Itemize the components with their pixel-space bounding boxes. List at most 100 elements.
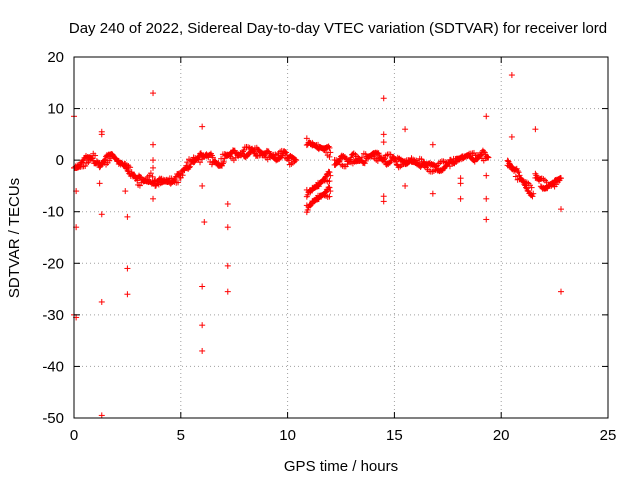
data-point	[529, 193, 536, 200]
outlier-point	[150, 141, 157, 148]
outlier-point	[150, 157, 157, 164]
data-point	[327, 149, 334, 156]
outlier-point	[429, 141, 436, 148]
data-point	[186, 163, 193, 170]
data-point	[262, 151, 269, 158]
data-point	[304, 206, 311, 213]
data-point	[102, 156, 109, 163]
data-point	[543, 179, 550, 186]
outlier-point	[380, 131, 387, 138]
outlier-point	[98, 298, 105, 305]
outlier-point	[402, 126, 409, 133]
y-tick-label: 0	[56, 152, 64, 169]
x-tick-label: 0	[70, 427, 78, 444]
outlier-point	[483, 172, 490, 179]
data-point	[186, 164, 193, 171]
data-point	[147, 170, 154, 177]
outlier-point	[199, 182, 206, 189]
data-point	[322, 174, 329, 181]
data-point	[512, 173, 519, 180]
data-point	[293, 157, 300, 164]
data-point	[195, 154, 202, 161]
outlier-point	[429, 190, 436, 197]
outlier-point	[150, 164, 157, 171]
y-axis-label: SDTVAR / TECUs	[6, 178, 23, 298]
x-tick-label: 10	[279, 427, 296, 444]
outlier-point	[224, 288, 231, 295]
data-point	[336, 157, 343, 164]
outlier-point	[457, 180, 464, 187]
data-point	[285, 157, 292, 164]
outlier-point	[199, 283, 206, 290]
outlier-point	[98, 128, 105, 135]
y-tick-label: -20	[42, 255, 64, 272]
outlier-point	[532, 126, 539, 133]
data-point	[375, 150, 382, 157]
data-point	[558, 175, 565, 182]
outlier-point	[124, 291, 131, 298]
y-tick-label: -50	[42, 410, 64, 427]
data-point	[292, 156, 299, 163]
x-tick-label: 25	[600, 427, 617, 444]
outlier-point	[124, 213, 131, 220]
outlier-point	[199, 123, 206, 130]
x-tick-label: 5	[177, 427, 185, 444]
outlier-point	[98, 211, 105, 218]
outlier-point	[380, 95, 387, 102]
outlier-point	[457, 175, 464, 182]
data-point	[477, 152, 484, 159]
y-tick-label: -10	[42, 204, 64, 221]
grid	[74, 57, 608, 418]
data-point	[326, 144, 333, 151]
x-tick-label: 15	[386, 427, 403, 444]
x-tick-label: 20	[493, 427, 510, 444]
data-point	[326, 169, 333, 176]
data-point	[283, 149, 290, 156]
y-tick-label: -40	[42, 358, 64, 375]
axis-ticks	[73, 56, 609, 419]
outlier-point	[508, 72, 515, 79]
outlier-point	[558, 288, 565, 295]
data-point	[381, 155, 388, 162]
outlier-point	[96, 180, 103, 187]
outlier-point	[150, 195, 157, 202]
outlier-point	[201, 219, 208, 226]
y-tick-label: 10	[47, 101, 64, 118]
outlier-point	[150, 90, 157, 97]
outlier-point	[224, 200, 231, 207]
data-point	[514, 167, 521, 174]
data-point	[392, 158, 399, 165]
x-axis-label: GPS time / hours	[284, 458, 398, 475]
data-point	[326, 153, 333, 160]
data-point	[481, 149, 488, 156]
data-point	[304, 191, 311, 198]
data-point	[240, 147, 247, 154]
data-point	[327, 188, 334, 195]
data-point	[134, 177, 141, 184]
outlier-point	[224, 224, 231, 231]
data-point	[303, 135, 310, 142]
tick-labels: 0 5 10 15 20 25 -50 -40 -30 -20 -10 0 10 20	[42, 49, 616, 444]
data-point	[515, 169, 522, 176]
data-points	[71, 72, 565, 419]
data-point	[446, 163, 453, 170]
y-tick-label: 20	[47, 49, 64, 66]
data-point	[523, 184, 530, 191]
data-point	[348, 154, 355, 161]
data-point	[528, 184, 535, 191]
outlier-point	[124, 265, 131, 272]
data-point	[197, 159, 204, 166]
outlier-point	[380, 139, 387, 146]
outlier-point	[380, 198, 387, 205]
data-point	[326, 184, 333, 191]
data-point	[480, 148, 487, 155]
data-point	[433, 163, 440, 170]
chart-title: Day 240 of 2022, Sidereal Day-to-day VTE…	[69, 20, 607, 37]
outlier-point	[122, 188, 129, 195]
outlier-point	[98, 412, 105, 419]
data-point	[127, 164, 134, 171]
outlier-point	[508, 133, 515, 140]
plot-frame	[73, 56, 609, 419]
data-point	[327, 172, 334, 179]
